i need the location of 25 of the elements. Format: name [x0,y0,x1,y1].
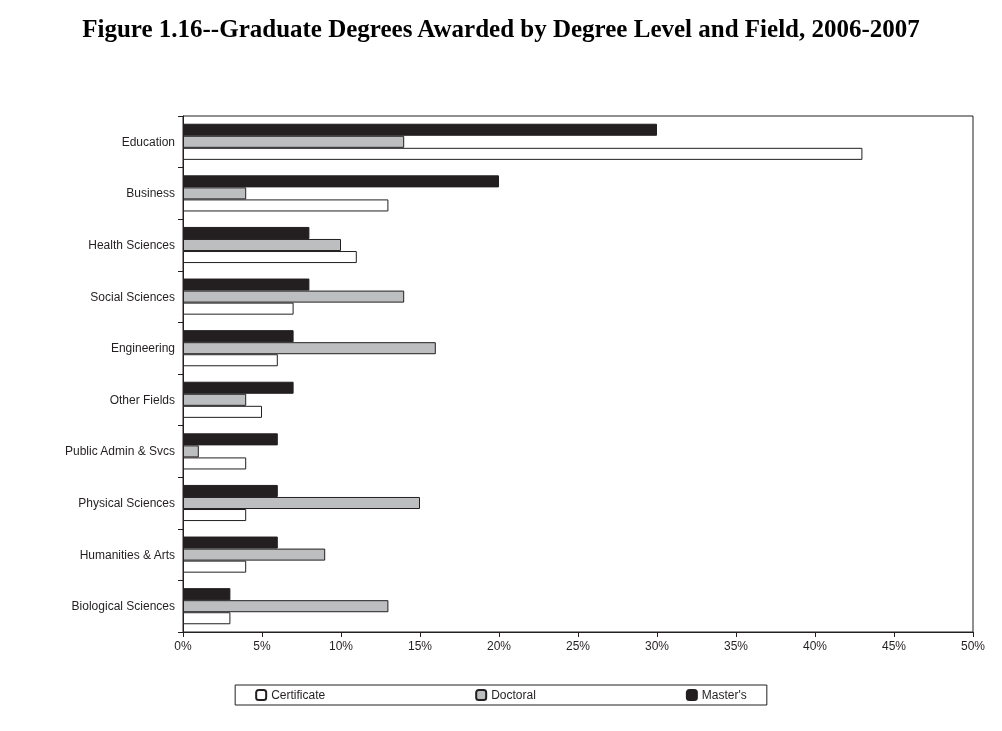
y-tick-label: Biological Sciences [71,599,175,614]
x-tick-label: 20% [486,639,512,653]
y-tick-label: Public Admin & Svcs [64,444,175,459]
x-tick-label: 45% [881,639,907,653]
x-tick-label: 35% [723,639,749,653]
legend-label: Master's [701,688,747,702]
y-tick-label: Social Sciences [90,289,175,304]
y-tick-label: Business [126,186,175,201]
y-tick-label: Education [121,134,175,149]
x-tick-label: 50% [960,639,986,653]
x-tick-label: 40% [802,639,828,653]
y-tick-label: Physical Sciences [78,496,175,510]
y-tick-label: Humanities & Arts [79,547,175,562]
x-tick-label: 15% [407,639,433,653]
y-tick-label: Other Fields [109,392,175,407]
y-tick-label: Engineering [110,341,175,356]
legend-label: Certificate [271,688,326,702]
y-tick-label: Health Sciences [88,238,175,252]
x-tick-label: 10% [328,639,354,653]
x-tick-label: 0% [174,639,192,653]
x-tick-label: 5% [253,639,271,653]
x-tick-label: 25% [565,639,591,653]
x-tick-label: 30% [644,639,670,653]
legend-label: Doctoral [491,688,536,702]
chart-title: Figure 1.16--Graduate Degrees Awarded by Degree Level and Field, 2006-2007 [82,14,920,42]
